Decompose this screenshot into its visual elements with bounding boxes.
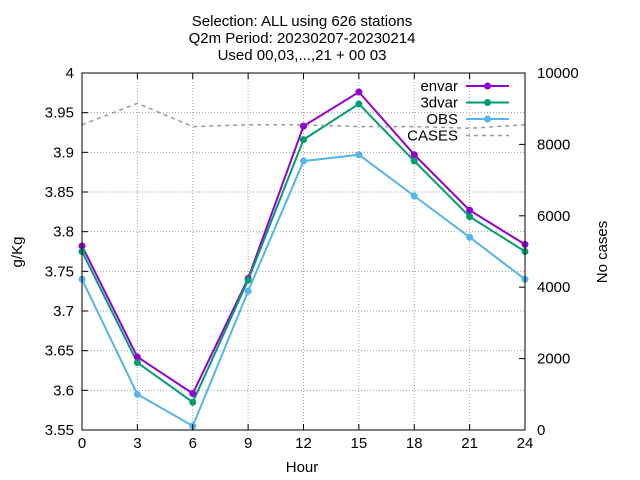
- y2-axis-label: No cases: [594, 221, 611, 284]
- chart-title: Selection: ALL using 626 stations Q2m Pe…: [189, 13, 416, 64]
- title-line-2: Q2m Period: 20230207-20230214: [189, 30, 416, 47]
- y2-axis-tick-labels: 0 2000 4000 6000 8000 10000: [537, 65, 579, 439]
- y-tick-label: 3.7: [53, 303, 74, 320]
- y-tick-label: 4: [66, 65, 74, 82]
- legend-marker-obs: [484, 115, 491, 123]
- data-point-envar: [189, 390, 197, 398]
- data-point-envar: [410, 151, 418, 159]
- series-line-cases: [81, 102, 526, 130]
- x-tick-label: 0: [78, 435, 86, 452]
- data-point-obs: [410, 192, 418, 200]
- y2-tick-label: 2000: [537, 351, 570, 368]
- y-tick-label: 3.75: [45, 263, 74, 280]
- x-tick-label: 6: [189, 435, 197, 452]
- x-tick-label: 15: [351, 435, 368, 452]
- data-point-envar: [133, 353, 141, 361]
- x-tick-label: 18: [406, 435, 423, 452]
- x-tick-label: 9: [244, 435, 252, 452]
- tick-marks: [81, 72, 526, 431]
- data-point-obs: [355, 151, 363, 159]
- y2-tick-label: 4000: [537, 279, 570, 296]
- data-point-3dvar: [466, 213, 474, 221]
- y-tick-label: 3.9: [53, 144, 74, 161]
- data-point-obs: [133, 390, 141, 398]
- data-point-3dvar: [133, 359, 141, 367]
- series-points: [78, 88, 529, 430]
- y2-tick-label: 0: [537, 422, 545, 439]
- y-axis-label: g/Kg: [9, 237, 26, 268]
- legend-label-envar: envar: [420, 78, 458, 95]
- y-tick-label: 3.95: [45, 105, 74, 122]
- data-point-obs: [466, 233, 474, 241]
- data-point-envar: [466, 206, 474, 214]
- legend-label-3dvar: 3dvar: [420, 95, 458, 112]
- y2-tick-label: 6000: [537, 208, 570, 225]
- x-tick-label: 24: [517, 435, 534, 452]
- data-point-envar: [300, 122, 307, 130]
- data-point-envar: [355, 88, 363, 96]
- legend-label-obs: OBS: [426, 111, 458, 128]
- y-tick-label: 3.8: [53, 224, 74, 241]
- data-point-obs: [244, 287, 252, 295]
- y-tick-label: 3.6: [53, 382, 74, 399]
- legend-label-cases: CASES: [407, 128, 458, 145]
- x-tick-label: 21: [461, 435, 478, 452]
- title-line-1: Selection: ALL using 626 stations: [192, 13, 412, 30]
- y-tick-label: 3.55: [45, 422, 74, 439]
- data-point-3dvar: [355, 100, 363, 108]
- data-point-obs: [300, 157, 307, 165]
- x-tick-label: 12: [295, 435, 312, 452]
- legend-marker-envar: [484, 82, 491, 90]
- x-tick-label: 3: [133, 435, 141, 452]
- y2-tick-label: 8000: [537, 136, 570, 153]
- data-point-3dvar: [300, 136, 307, 144]
- y-tick-label: 3.85: [45, 184, 74, 201]
- legend-marker-3dvar: [484, 99, 491, 106]
- y-tick-label: 3.65: [45, 343, 74, 360]
- x-axis-tick-labels: 0 3 6 9 12 15 18 21 24: [78, 435, 534, 452]
- title-line-3: Used 00,03,...,21 + 00 03: [218, 47, 387, 64]
- y-axis-tick-labels: 3.55 3.6 3.65 3.7 3.75 3.8 3.85 3.9 3.95 4: [45, 65, 74, 439]
- x-axis-label: Hour: [286, 459, 319, 476]
- data-point-3dvar: [410, 157, 418, 165]
- data-point-3dvar: [189, 398, 197, 406]
- y2-tick-label: 10000: [537, 65, 579, 82]
- data-point-3dvar: [244, 276, 252, 284]
